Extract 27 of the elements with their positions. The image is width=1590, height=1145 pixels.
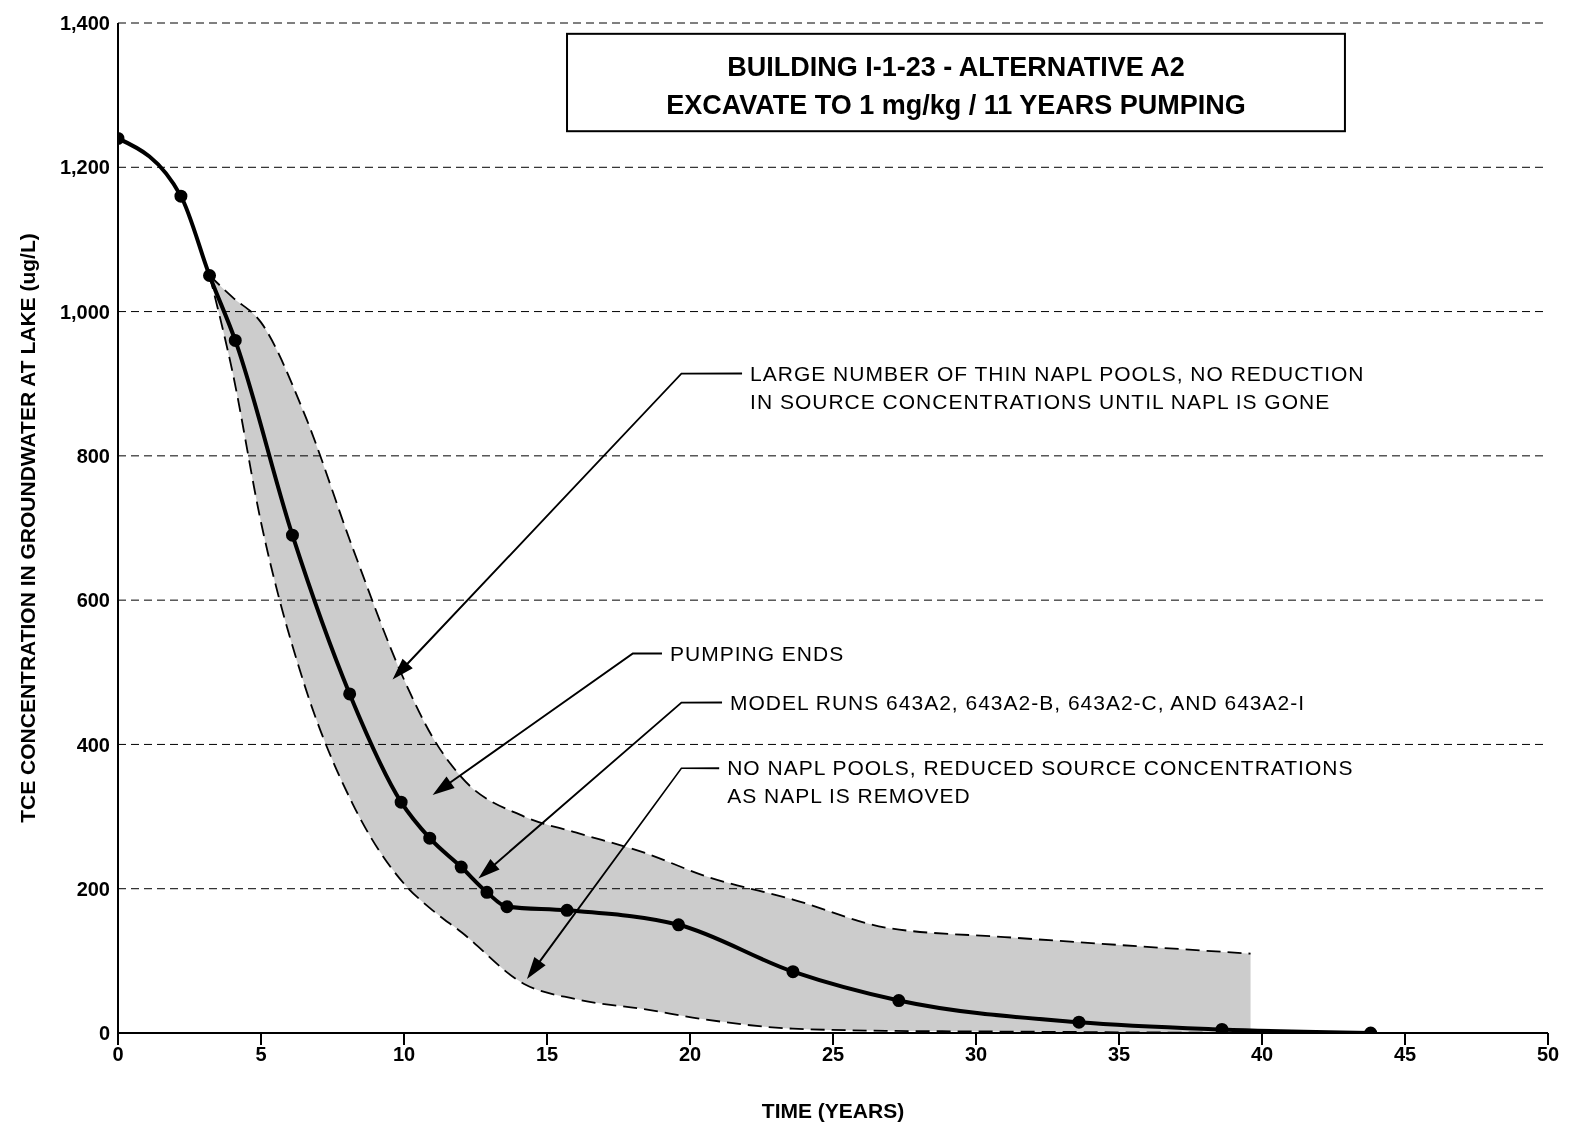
x-tick-label: 45: [1393, 1043, 1417, 1066]
x-tick-label: 40: [1250, 1043, 1274, 1066]
annotation: PUMPING ENDS: [669, 641, 845, 665]
text: BUILDING I-1-23 - ALTERNATIVE A2: [727, 51, 1185, 82]
y-tick-label: 1,000: [59, 300, 110, 323]
y-tick-label: 800: [76, 444, 110, 467]
x-tick-label: 20: [678, 1043, 702, 1066]
x-axis-title: TIME (YEARS): [761, 1099, 905, 1122]
x-tick-label: 15: [535, 1043, 559, 1066]
annotation: NO NAPL POOLS, REDUCED SOURCE CONCENTRATIONS AS NAPL IS REMOVED: [727, 756, 1354, 808]
y-axis-title: TCE CONCENTRATION IN GROUNDWATER AT LAKE (ug/L): [16, 233, 40, 823]
y-tick-label: 400: [76, 733, 110, 756]
x-tick-label: 5: [255, 1043, 267, 1066]
y-tick-label: 0: [98, 1022, 110, 1045]
x-tick-label: 50: [1536, 1043, 1560, 1066]
annotation: MODEL RUNS 643A2, 643A2-B, 643A2-C, AND 643A2-I: [730, 690, 1306, 714]
text: EXCAVATE TO 1 mg/kg / 11 YEARS PUMPING: [666, 89, 1246, 120]
x-tick-label: 0: [112, 1043, 124, 1066]
x-tick-label: 25: [821, 1043, 845, 1066]
x-tick-label: 30: [964, 1043, 988, 1066]
x-tick-label: 35: [1107, 1043, 1131, 1066]
x-tick-label: 10: [392, 1043, 416, 1066]
y-tick-label: 600: [76, 589, 110, 612]
y-tick-label: 1,200: [59, 156, 110, 179]
annotation: LARGE NUMBER OF THIN NAPL POOLS, NO REDUCTION IN SOURCE CONCENTRATIONS UNTIL NAPL IS GONE: [750, 361, 1365, 413]
y-tick-label: 200: [76, 877, 110, 900]
y-tick-label: 1,400: [59, 12, 110, 35]
